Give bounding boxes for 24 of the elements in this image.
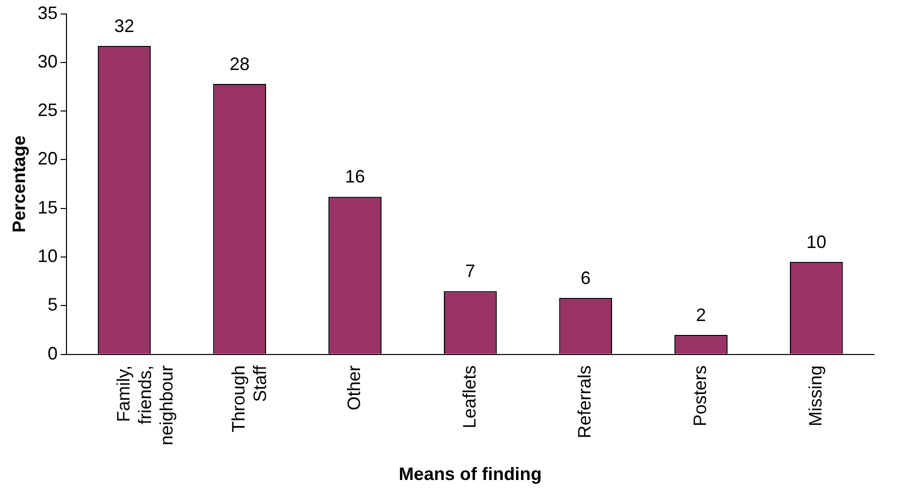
x-tick-label: Referrals [574, 365, 595, 438]
y-tick-label: 30 [38, 51, 58, 72]
x-tick-label: Missing [805, 365, 826, 426]
x-tick-label: Posters [690, 365, 710, 426]
y-tick-label: 25 [38, 100, 58, 120]
y-axis-title: Percentage [8, 136, 29, 233]
y-tick-label: 35 [38, 2, 58, 23]
data-label: 2 [696, 304, 706, 325]
data-label: 10 [806, 232, 826, 252]
x-tick-label: Other [344, 365, 364, 410]
data-label: 28 [230, 54, 250, 74]
data-label: 32 [114, 16, 134, 36]
y-tick-label: 20 [38, 148, 58, 169]
x-axis-title: Means of finding [398, 464, 542, 484]
x-tick-label: Family, friends, neighbour [113, 365, 176, 446]
y-tick-label: 5 [48, 294, 58, 315]
y-tick-label: 15 [38, 197, 58, 218]
data-label: 16 [344, 166, 365, 187]
data-label: 7 [465, 261, 476, 282]
data-label: 6 [580, 268, 591, 288]
y-tick-label: 0 [48, 343, 58, 364]
x-tick-label: Leaflets [459, 365, 480, 428]
y-tick-label: 10 [38, 246, 58, 266]
x-tick-label: Through Staff [228, 364, 270, 432]
